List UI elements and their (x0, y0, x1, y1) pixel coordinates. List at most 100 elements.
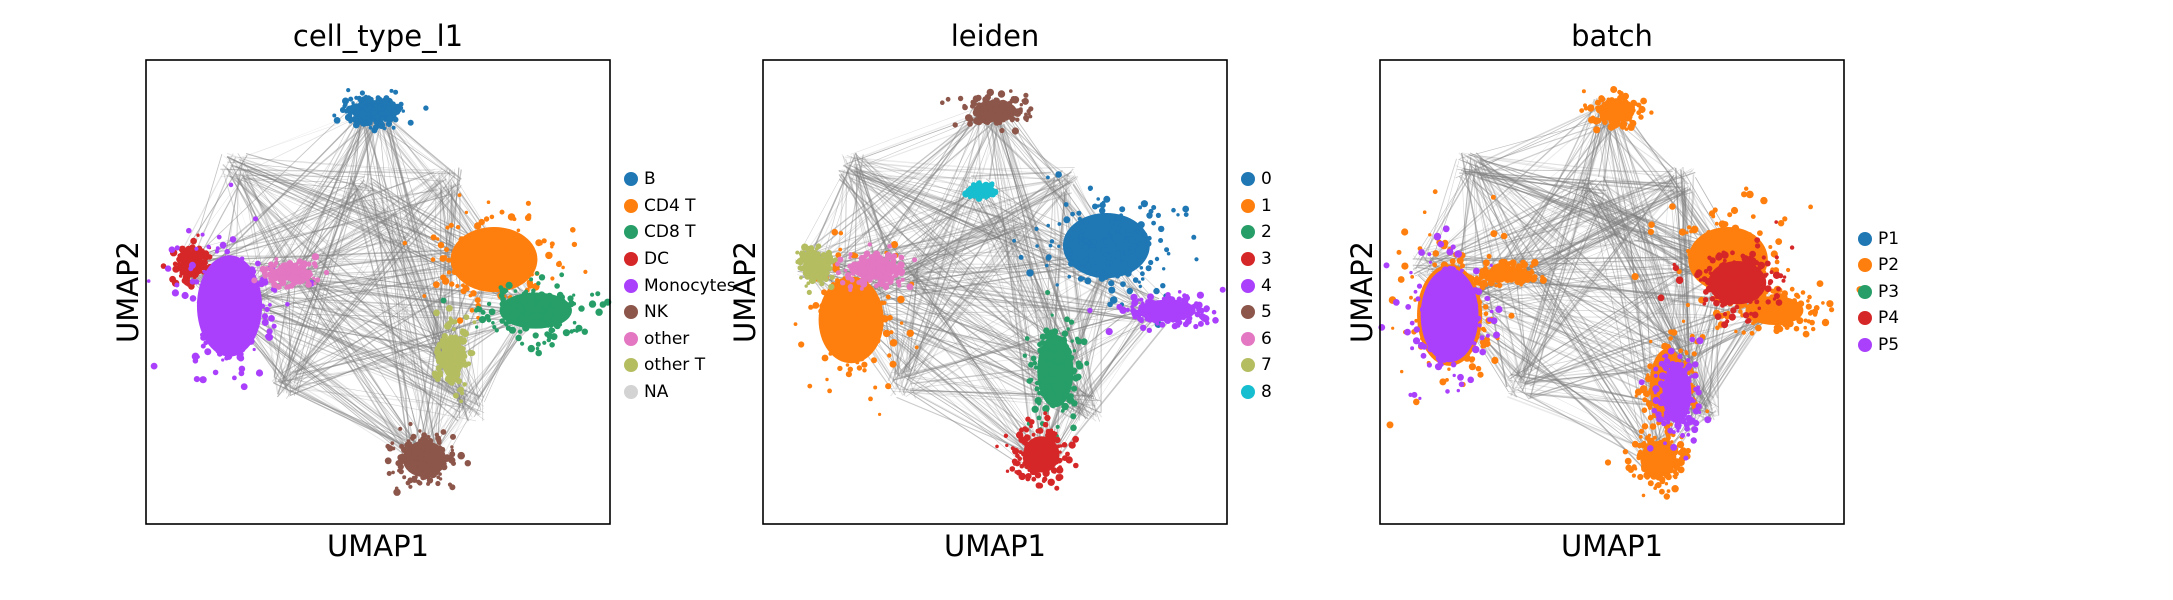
graph-edge-322 (239, 178, 279, 270)
data-point (575, 324, 583, 332)
data-point (1140, 277, 1145, 281)
data-point (795, 250, 800, 255)
graph-edge-94 (841, 169, 1103, 270)
legend-swatch (1241, 385, 1255, 400)
data-point (1160, 283, 1166, 289)
data-point (1126, 232, 1132, 238)
legend-label: other T (644, 355, 706, 376)
data-point (363, 94, 369, 100)
data-point (392, 116, 399, 123)
data-point (274, 257, 279, 261)
data-point (1042, 363, 1048, 369)
data-point (434, 432, 439, 437)
data-point (559, 272, 565, 278)
data-point (869, 254, 875, 260)
data-point (1002, 112, 1009, 119)
data-point (583, 269, 588, 274)
data-point (453, 358, 460, 364)
data-point (1057, 244, 1061, 248)
graph-edge-406 (989, 178, 1059, 191)
data-point (537, 291, 546, 300)
data-point (273, 275, 279, 281)
data-point (296, 265, 301, 270)
data-point (433, 309, 440, 317)
data-point (505, 250, 511, 256)
data-point (499, 318, 506, 324)
graph-edge-91 (1455, 165, 1715, 269)
data-point (1124, 250, 1131, 257)
data-point (182, 248, 189, 256)
data-point (466, 361, 472, 367)
data-point (463, 314, 470, 321)
data-point (821, 289, 828, 296)
graph-edge-356 (349, 178, 443, 371)
data-point (1076, 210, 1082, 216)
data-point (198, 307, 203, 312)
graph-edge-200 (178, 153, 234, 257)
data-point (838, 247, 843, 252)
graph-edge-327 (898, 178, 1073, 283)
graph-edge-73 (799, 246, 1115, 262)
data-point (333, 117, 341, 124)
graph-edge-390 (227, 155, 436, 174)
graph-edge-132 (1456, 295, 1762, 308)
graph-edge-452 (1681, 174, 1697, 419)
data-point (1505, 264, 1512, 272)
data-point (1034, 397, 1042, 405)
legend-label: DC (644, 249, 669, 270)
graph-edge-111 (914, 271, 1121, 396)
data-point (299, 277, 306, 284)
data-point (1140, 200, 1148, 208)
graph-edge-352 (1461, 175, 1694, 369)
data-point (1018, 472, 1026, 481)
graph-edge-29 (905, 109, 1000, 287)
data-point (222, 270, 227, 275)
data-point (276, 268, 282, 274)
data-point (873, 385, 878, 390)
graph-edge-29 (281, 109, 363, 267)
data-point (1583, 106, 1589, 111)
data-point (464, 244, 469, 249)
graph-edge-448 (1673, 190, 1697, 398)
data-point (437, 241, 445, 249)
data-point (1691, 268, 1696, 273)
data-point (1146, 212, 1153, 219)
data-point (1484, 268, 1489, 273)
graph-edge-410 (358, 196, 397, 224)
data-point (1595, 117, 1602, 124)
data-point (219, 286, 224, 290)
graph-edge-185 (1700, 308, 1757, 406)
data-point (1740, 244, 1745, 250)
data-point (455, 350, 462, 358)
graph-edge-169 (279, 299, 544, 384)
data-point (483, 216, 490, 222)
data-point (1029, 419, 1035, 425)
data-point (346, 88, 351, 93)
data-point (868, 341, 872, 345)
data-point (816, 277, 823, 283)
graph-edge-366 (440, 178, 450, 362)
data-point (523, 246, 528, 251)
data-point (459, 258, 463, 262)
legend-item: 6 (1241, 326, 1272, 353)
data-point (808, 304, 814, 310)
graph-edge-384 (226, 156, 410, 235)
legend-label: 2 (1261, 222, 1272, 243)
data-point (542, 340, 547, 345)
data-point (480, 280, 485, 286)
data-point (1012, 461, 1017, 466)
data-point (1615, 122, 1620, 127)
data-point (268, 303, 272, 307)
graph-edge-131 (1468, 298, 1757, 310)
data-point (1067, 374, 1074, 381)
data-point (393, 89, 399, 95)
data-point (423, 105, 429, 111)
data-point (899, 321, 904, 325)
graph-edge-302 (273, 376, 418, 452)
graph-edge-8 (814, 100, 994, 263)
graph-edge-112 (1518, 249, 1723, 380)
graph-edge-446 (298, 186, 462, 373)
data-point (174, 245, 180, 251)
graph-edge-417 (1602, 179, 1673, 185)
graph-edge-332 (1528, 191, 1685, 285)
